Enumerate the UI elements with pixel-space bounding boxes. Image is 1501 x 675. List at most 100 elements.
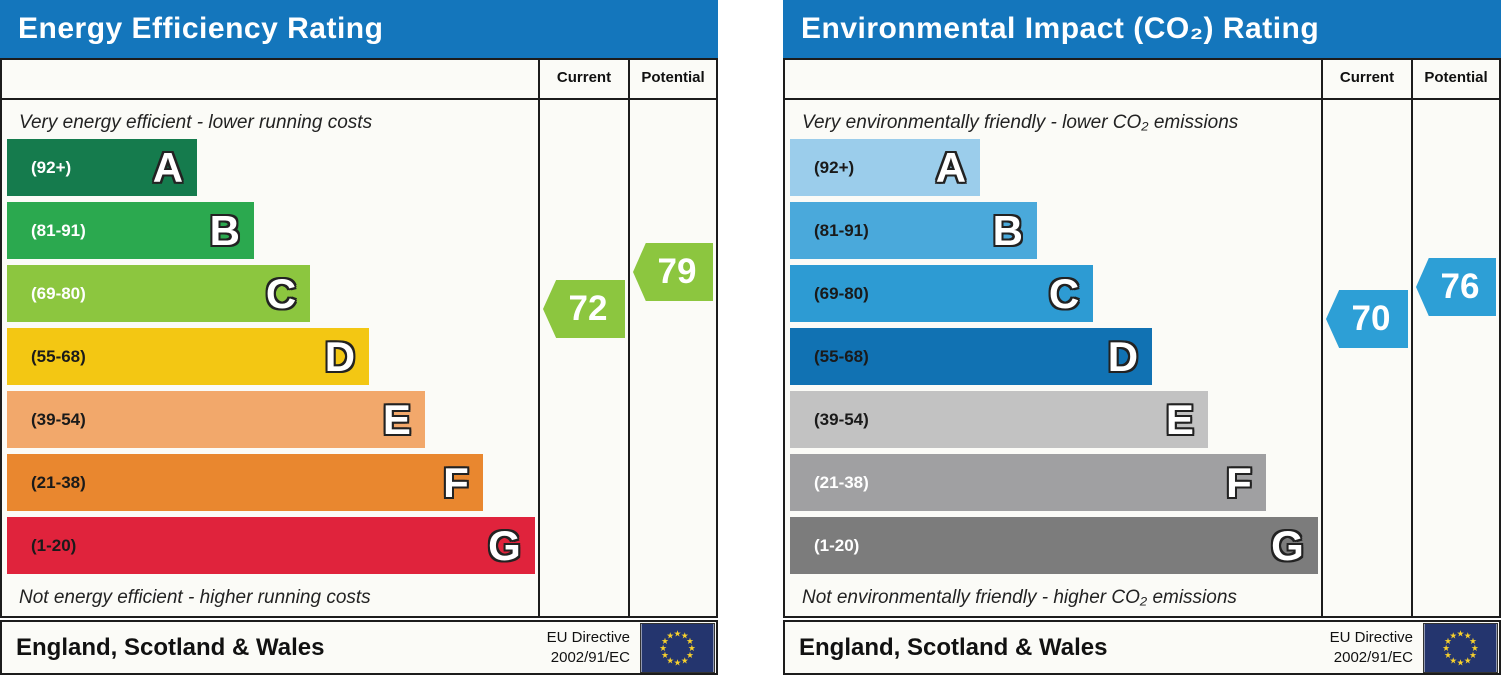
rating-table: Current Potential Very energy efficient … [0, 58, 718, 618]
band-range-label: (81-91) [31, 220, 86, 240]
svg-text:★: ★ [666, 655, 674, 665]
svg-text:★: ★ [686, 650, 694, 660]
band-range-label: (21-38) [31, 472, 86, 492]
band-range-label: (92+) [31, 157, 72, 177]
svg-text:★: ★ [681, 655, 689, 665]
top-note: Very energy efficient - lower running co… [19, 112, 373, 133]
svg-text:★: ★ [661, 635, 669, 645]
svg-text:★: ★ [1469, 635, 1477, 645]
svg-text:★: ★ [1464, 655, 1472, 665]
chart-title-bar: Energy Efficiency Rating [0, 0, 718, 58]
band-range-label: (21-38) [814, 472, 869, 492]
band-range-label: (55-68) [31, 346, 86, 366]
band-letter: F [1226, 458, 1252, 506]
environmental-impact-rating-chart: Environmental Impact (CO₂) Rating Curren… [783, 0, 1501, 675]
rating-body: Very environmentally friendly - lower CO… [785, 100, 1499, 616]
band-range-label: (69-80) [814, 283, 869, 303]
svg-text:★: ★ [1444, 650, 1452, 660]
svg-text:★: ★ [688, 643, 696, 653]
band-range-label: (81-91) [814, 220, 869, 240]
rating-band-g: (1-20) G [7, 517, 535, 574]
rating-band-b: (81-91) B [790, 202, 1037, 259]
current-rating-value: 72 [568, 289, 608, 328]
svg-text:★: ★ [1442, 643, 1450, 653]
potential-rating-value: 79 [657, 252, 697, 291]
potential-column-header: Potential [628, 60, 716, 98]
header-spacer [785, 60, 1321, 98]
band-letter: B [992, 206, 1023, 254]
svg-text:★: ★ [661, 650, 669, 660]
bottom-note: Not energy efficient - higher running co… [19, 587, 371, 608]
band-range-label: (55-68) [814, 346, 869, 366]
band-letter: C [265, 269, 297, 317]
band-letter: G [488, 521, 521, 569]
rating-band-a: (92+) A [7, 139, 198, 196]
band-letter: E [1165, 395, 1194, 443]
rating-body: Very energy efficient - lower running co… [2, 100, 716, 616]
rating-band-d: (55-68) D [790, 328, 1153, 385]
svg-text:★: ★ [1444, 635, 1452, 645]
band-zone: Very energy efficient - lower running co… [2, 100, 538, 616]
band-letter: E [382, 395, 411, 443]
bottom-note: Not environmentally friendly - higher CO… [802, 587, 1237, 608]
potential-rating-arrow: 79 [633, 243, 713, 301]
svg-text:★: ★ [1449, 655, 1457, 665]
header-spacer [2, 60, 538, 98]
svg-text:★: ★ [1469, 650, 1477, 660]
rating-band-b: (81-91) B [7, 202, 254, 259]
footer-region-label: England, Scotland & Wales [799, 633, 1108, 661]
potential-rating-value: 76 [1440, 267, 1480, 306]
current-column: 72 [538, 100, 628, 616]
eu-directive-label: EU Directive 2002/91/EC [1329, 629, 1413, 666]
svg-text:★: ★ [659, 643, 667, 653]
current-column: 70 [1321, 100, 1411, 616]
rating-band-e: (39-54) E [7, 391, 425, 448]
svg-text:★: ★ [686, 635, 694, 645]
band-range-label: (39-54) [31, 409, 86, 429]
band-letter: D [324, 332, 356, 380]
svg-text:★: ★ [1464, 630, 1472, 640]
current-column-header: Current [538, 60, 628, 98]
current-column-header: Current [1321, 60, 1411, 98]
potential-rating-arrow: 76 [1416, 258, 1496, 316]
current-rating-arrow: 70 [1326, 290, 1408, 348]
svg-text:★: ★ [674, 657, 682, 667]
svg-text:★: ★ [1457, 657, 1465, 667]
chart-title: Energy Efficiency Rating [18, 12, 384, 45]
band-letter: F [443, 458, 469, 506]
svg-text:★: ★ [1471, 643, 1479, 653]
band-range-label: (92+) [814, 157, 855, 177]
svg-text:★: ★ [666, 630, 674, 640]
rating-band-c: (69-80) C [790, 265, 1094, 322]
band-letter: A [935, 143, 967, 191]
svg-text:★: ★ [674, 628, 682, 638]
band-range-label: (69-80) [31, 283, 86, 303]
rating-band-c: (69-80) C [7, 265, 311, 322]
band-letter: B [209, 206, 240, 254]
svg-text:★: ★ [1449, 630, 1457, 640]
svg-text:★: ★ [1457, 628, 1465, 638]
energy-efficiency-rating-chart: Energy Efficiency Rating Current Potenti… [0, 0, 718, 675]
chart-title-bar: Environmental Impact (CO₂) Rating [783, 0, 1501, 58]
potential-column-header: Potential [1411, 60, 1499, 98]
svg-text:★: ★ [681, 630, 689, 640]
rating-table: Current Potential Very environmentally f… [783, 58, 1501, 618]
band-letter: C [1048, 269, 1080, 317]
current-rating-arrow: 72 [543, 280, 625, 338]
potential-column: 76 [1411, 100, 1499, 616]
band-zone: Very environmentally friendly - lower CO… [785, 100, 1321, 616]
rating-band-d: (55-68) D [7, 328, 370, 385]
column-header-row: Current Potential [785, 60, 1499, 100]
current-rating-value: 70 [1351, 299, 1391, 338]
eu-flag-icon: ★ ★ ★ ★ ★ ★ ★ ★ ★ ★ ★ ★ [640, 622, 715, 673]
band-letter: G [1271, 521, 1304, 569]
footer-region-label: England, Scotland & Wales [16, 633, 325, 661]
chart-footer: England, Scotland & Wales EU Directive 2… [783, 620, 1501, 675]
chart-title: Environmental Impact (CO₂) Rating [801, 12, 1320, 45]
rating-band-g: (1-20) G [790, 517, 1318, 574]
band-range-label: (1-20) [31, 535, 77, 555]
eu-flag-icon: ★ ★ ★ ★ ★ ★ ★ ★ ★ ★ ★ ★ [1423, 622, 1498, 673]
chart-footer: England, Scotland & Wales EU Directive 2… [0, 620, 718, 675]
band-letter: D [1107, 332, 1139, 380]
